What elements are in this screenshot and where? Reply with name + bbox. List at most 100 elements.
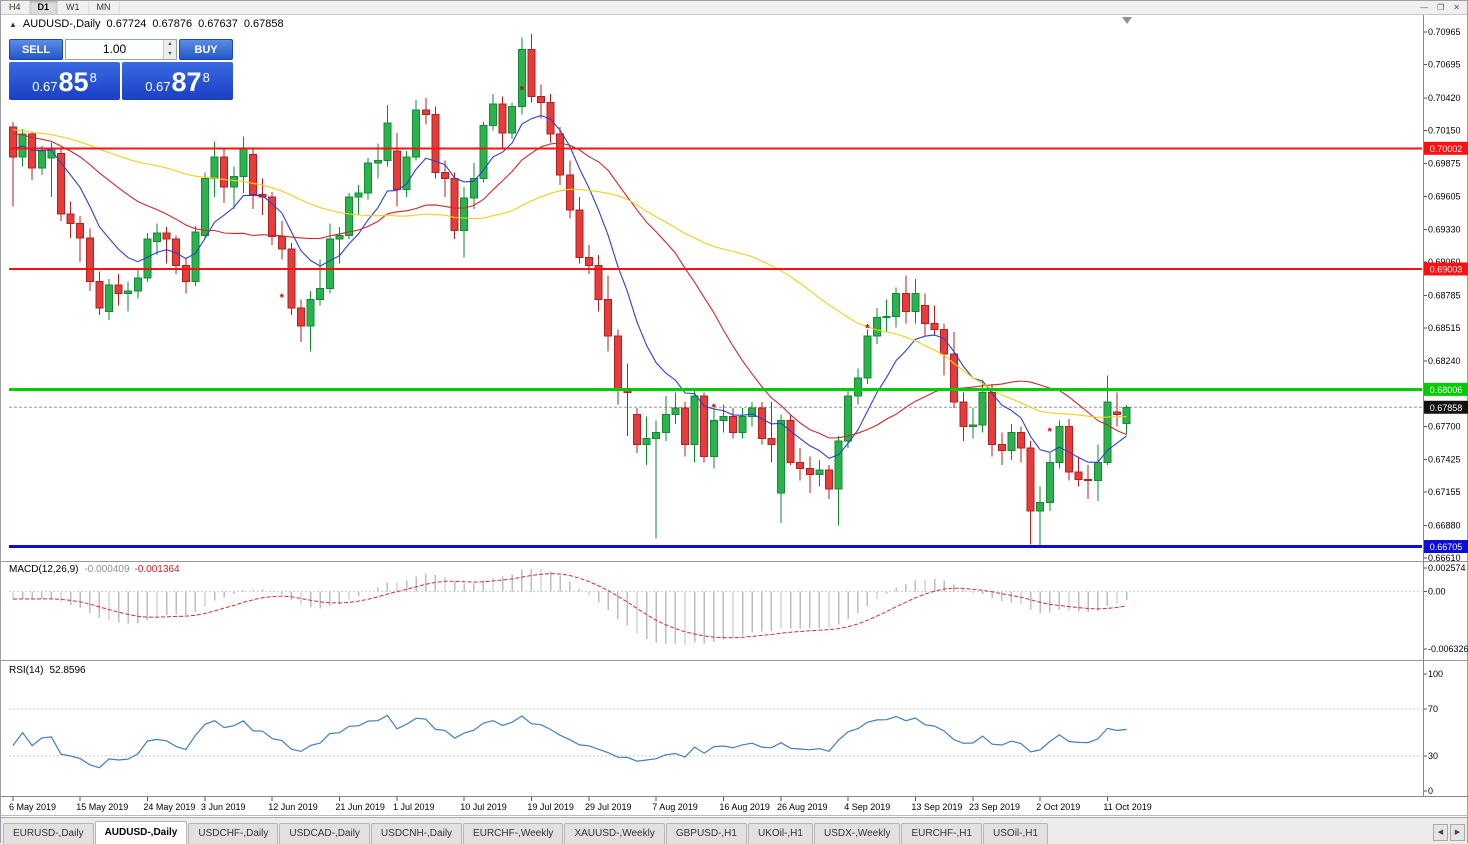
timeframe-button-d1[interactable]: D1 bbox=[29, 1, 59, 14]
buy-price-prefix: 0.67 bbox=[145, 79, 171, 94]
date-tick-label: 19 Jul 2019 bbox=[527, 802, 574, 812]
price-tick-label: 0.69875 bbox=[1428, 159, 1461, 169]
date-tick-label: 26 Aug 2019 bbox=[777, 802, 828, 812]
chart-tab-usoil-h1[interactable]: USOil-,H1 bbox=[983, 823, 1049, 844]
ohlc-low: 0.67637 bbox=[198, 18, 238, 30]
price-tick-label: 0.68515 bbox=[1428, 323, 1461, 333]
level-price-badge-text: 0.69003 bbox=[1430, 264, 1463, 274]
date-tick-label: 23 Sep 2019 bbox=[969, 802, 1020, 812]
indicator-level-lines bbox=[9, 590, 1422, 757]
ma-fast-line bbox=[12, 114, 1127, 463]
date-tick-label: 11 Oct 2019 bbox=[1103, 802, 1151, 812]
date-tick-label: 21 Jun 2019 bbox=[335, 802, 385, 812]
date-tick-label: 6 May 2019 bbox=[9, 802, 56, 812]
price-tick-label: 0.68240 bbox=[1428, 356, 1461, 366]
price-level-lines bbox=[9, 147, 1422, 549]
ma-slow-line bbox=[12, 128, 1127, 418]
chart-tab-eurchf-h1[interactable]: EURCHF-,H1 bbox=[901, 823, 983, 844]
macd-signal-line bbox=[12, 573, 1127, 639]
tab-scroll-right-icon[interactable]: ▶ bbox=[1450, 824, 1465, 841]
date-tick-label: 29 Jul 2019 bbox=[585, 802, 632, 812]
tab-scroll-buttons: ◀ ▶ bbox=[1429, 824, 1465, 844]
chart-tab-audusd-daily[interactable]: AUDUSD-,Daily bbox=[94, 821, 188, 844]
sell-price-panel[interactable]: 0.67 85 8 bbox=[9, 62, 120, 100]
macd-pane[interactable] bbox=[1, 562, 1422, 659]
date-tick-label: 2 Oct 2019 bbox=[1036, 802, 1080, 812]
chart-tab-eurusd-daily[interactable]: EURUSD-,Daily bbox=[3, 823, 94, 844]
chart-canvas[interactable]: 0.70965 0.70695 0.70420 0.70150 0.69875 0.696… bbox=[1, 1, 1468, 821]
sell-price-prefix: 0.67 bbox=[32, 79, 58, 94]
candlestick-series bbox=[9, 33, 1131, 548]
timeframe-toolbar: H4 D1 W1 MN — ❐ ✕ bbox=[1, 1, 1467, 15]
minimize-icon[interactable]: — bbox=[1420, 3, 1429, 12]
macd-name: MACD(12,26,9) bbox=[9, 564, 79, 575]
pane-separators bbox=[1, 15, 1468, 816]
chart-marker: * bbox=[280, 292, 285, 304]
buy-price-panel[interactable]: 0.67 87 8 bbox=[122, 62, 233, 100]
price-tick-label: 0.70695 bbox=[1428, 60, 1461, 70]
chart-tab-xauusd-weekly[interactable]: XAUUSD-,Weekly bbox=[564, 823, 665, 844]
main-chart-pane[interactable] bbox=[1, 15, 1422, 560]
chart-tab-usdx-weekly[interactable]: USDX-,Weekly bbox=[813, 823, 901, 844]
macd-indicator-label: MACD(12,26,9) -0.000409 -0.001364 bbox=[9, 564, 180, 575]
chart-tab-gbpusd-h1[interactable]: GBPUSD-,H1 bbox=[665, 823, 747, 844]
close-icon[interactable]: ✕ bbox=[1453, 3, 1460, 12]
date-tick-label: 1 Jul 2019 bbox=[393, 802, 435, 812]
macd-signal-value: -0.001364 bbox=[134, 564, 180, 575]
volume-input[interactable]: 1.00 ▴ ▾ bbox=[65, 39, 177, 60]
level-price-badge bbox=[1423, 382, 1468, 396]
date-tick-label: 3 Jun 2019 bbox=[201, 802, 246, 812]
rsi-line bbox=[12, 714, 1127, 769]
chart-tab-usdchf-daily[interactable]: USDCHF-,Daily bbox=[188, 823, 279, 844]
rsi-pane[interactable] bbox=[1, 661, 1422, 796]
level-price-badge bbox=[1423, 540, 1468, 554]
price-tick-label: 0.67155 bbox=[1428, 487, 1461, 497]
chart-symbol-label: AUDUSD-,Daily bbox=[22, 18, 101, 30]
chart-marker: * bbox=[1048, 426, 1053, 438]
sell-button[interactable]: SELL bbox=[9, 39, 63, 60]
price-tick-label: 0.70150 bbox=[1428, 125, 1461, 135]
level-price-badge bbox=[1423, 141, 1468, 155]
timeframe-button-w1[interactable]: W1 bbox=[58, 1, 89, 14]
one-click-trading-panel: SELL 1.00 ▴ ▾ BUY 0.67 85 8 0.67 87 8 bbox=[9, 39, 233, 100]
date-tick-label: 13 Sep 2019 bbox=[911, 802, 962, 812]
price-tick-label: 0.68785 bbox=[1428, 290, 1461, 300]
window-controls: — ❐ ✕ bbox=[1420, 1, 1467, 14]
volume-value[interactable]: 1.00 bbox=[102, 42, 127, 56]
date-tick-label: 10 Jul 2019 bbox=[460, 802, 507, 812]
chart-tab-usdcnh-daily[interactable]: USDCNH-,Daily bbox=[370, 823, 463, 844]
price-tick-label: 0.69060 bbox=[1428, 257, 1461, 267]
tab-scroll-left-icon[interactable]: ◀ bbox=[1433, 824, 1448, 841]
date-tick-label: 12 Jun 2019 bbox=[268, 802, 318, 812]
level-price-badge-text: 0.68006 bbox=[1430, 385, 1463, 395]
buy-price-big: 87 bbox=[171, 67, 202, 97]
chart-tabs: EURUSD-,Daily AUDUSD-,Daily USDCHF-,Daily U… bbox=[3, 821, 1049, 844]
ohlc-close: 0.67858 bbox=[243, 18, 284, 30]
level-price-badge-text: 0.70002 bbox=[1430, 144, 1463, 154]
date-axis: 6 May 2019 15 May 2019 24 May 2019 3 Jun 20… bbox=[9, 797, 1152, 812]
timeframe-button-h4[interactable]: H4 bbox=[1, 1, 30, 14]
volume-increase-icon[interactable]: ▴ bbox=[164, 40, 176, 50]
date-tick-label: 4 Sep 2019 bbox=[844, 802, 890, 812]
ohlc-high: 0.67876 bbox=[152, 18, 193, 30]
chart-tab-ukoil-h1[interactable]: UKOil-,H1 bbox=[747, 823, 813, 844]
restore-icon[interactable]: ❐ bbox=[1437, 3, 1445, 12]
price-tick-label: 0.66880 bbox=[1428, 520, 1461, 530]
buy-button[interactable]: BUY bbox=[179, 39, 233, 60]
chart-tab-bar: EURUSD-,Daily AUDUSD-,Daily USDCHF-,Daily U… bbox=[1, 817, 1467, 844]
chart-shift-marker[interactable] bbox=[1122, 17, 1132, 24]
price-tick-label: 0.70420 bbox=[1428, 93, 1461, 103]
volume-decrease-icon[interactable]: ▾ bbox=[164, 49, 176, 59]
date-tick-label: 15 May 2019 bbox=[76, 802, 128, 812]
chart-tab-usdcad-daily[interactable]: USDCAD-,Daily bbox=[279, 823, 370, 844]
current-price-badge bbox=[1423, 400, 1468, 414]
date-tick-label: 16 Aug 2019 bbox=[719, 802, 770, 812]
timeframe-button-mn[interactable]: MN bbox=[89, 1, 120, 14]
chart-markers: * * * * * bbox=[280, 84, 1053, 438]
volume-spinner: ▴ ▾ bbox=[163, 40, 176, 59]
level-price-badge bbox=[1423, 262, 1468, 276]
chart-marker: * bbox=[712, 402, 717, 414]
chart-tab-eurchf-weekly[interactable]: EURCHF-,Weekly bbox=[463, 823, 564, 844]
price-tick-label: 0.69605 bbox=[1428, 191, 1461, 201]
